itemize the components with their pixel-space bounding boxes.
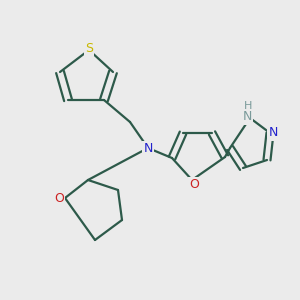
Text: O: O — [189, 178, 199, 190]
Text: S: S — [85, 43, 93, 56]
Text: H: H — [244, 101, 252, 111]
Text: N: N — [143, 142, 153, 154]
Text: N: N — [268, 127, 278, 140]
Text: O: O — [54, 193, 64, 206]
Text: N: N — [242, 110, 252, 124]
